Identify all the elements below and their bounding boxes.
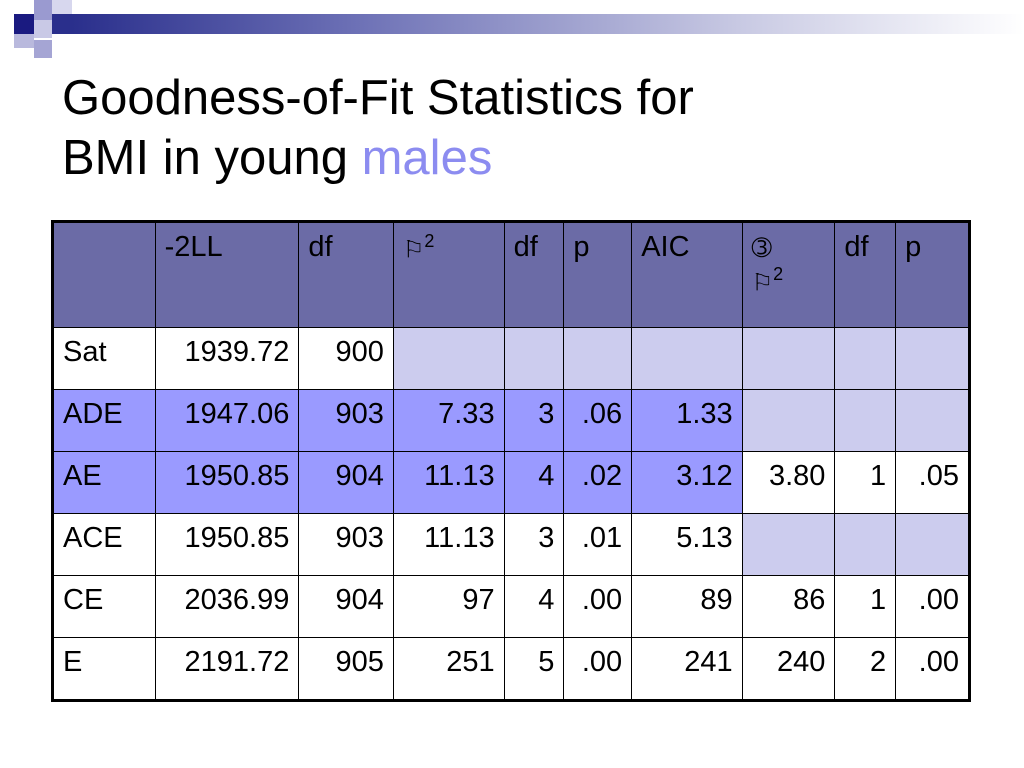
table-header-row: -2LL df ⚐2 df p AIC ➂ ⚐2 df p: [52, 221, 970, 328]
cell-delta-chi-square: [741, 512, 836, 576]
title-line-2: BMI in young males: [62, 128, 962, 188]
cell-delta-p: [895, 512, 970, 576]
decor-gradient-bar: [72, 14, 1024, 34]
chi-symbol: ⚐: [402, 235, 425, 264]
decor-square-2: [34, 0, 54, 20]
delta-symbol: ➂: [751, 234, 772, 262]
cell-aic: 3.12: [631, 450, 743, 514]
header-delta-p: p: [895, 221, 970, 328]
cell-df-2: [503, 327, 565, 390]
decor-square-1: [14, 14, 34, 34]
cell-chi-square: 251: [392, 636, 505, 702]
cell-aic: 5.13: [631, 512, 743, 576]
cell-neg2ll: 1950.85: [154, 450, 300, 514]
cell-chi-square: 11.13: [392, 450, 505, 514]
cell-delta-p: [895, 388, 970, 452]
table-row: AE 1950.85 904 11.13 4 .02 3.12 3.80 1 .…: [52, 450, 970, 514]
cell-df-2: 5: [503, 636, 565, 702]
cell-neg2ll: 1947.06: [154, 388, 300, 452]
cell-df: 904: [298, 450, 394, 514]
cell-delta-p: .00: [895, 574, 970, 638]
cell-p: .06: [563, 388, 633, 452]
cell-neg2ll: 2036.99: [154, 574, 300, 638]
cell-delta-chi-square: 240: [741, 636, 836, 702]
cell-delta-df: [834, 327, 897, 390]
table-row: ACE 1950.85 903 11.13 3 .01 5.13: [52, 512, 970, 576]
delta-chi-symbol: ⚐: [751, 268, 774, 297]
cell-delta-chi-square: [741, 327, 836, 390]
header-delta-df: df: [834, 221, 897, 328]
cell-aic: [631, 327, 743, 390]
cell-neg2ll: 1950.85: [154, 512, 300, 576]
cell-model: CE: [52, 574, 156, 638]
header-neg2ll: -2LL: [154, 221, 300, 328]
cell-df: 903: [298, 388, 394, 452]
cell-df-2: 4: [503, 450, 565, 514]
cell-df: 903: [298, 512, 394, 576]
cell-model: ACE: [52, 512, 156, 576]
cell-delta-chi-square: 86: [741, 574, 836, 638]
cell-delta-df: [834, 388, 897, 452]
cell-df-2: 4: [503, 574, 565, 638]
cell-chi-square: [392, 327, 505, 390]
table-row: CE 2036.99 904 97 4 .00 89 86 1 .00: [52, 574, 970, 638]
cell-chi-square: 97: [392, 574, 505, 638]
cell-p: .01: [563, 512, 633, 576]
cell-df: 904: [298, 574, 394, 638]
cell-df: 905: [298, 636, 394, 702]
cell-df: 900: [298, 327, 394, 390]
cell-model: AE: [52, 450, 156, 514]
title-line-1: Goodness-of-Fit Statistics for: [62, 71, 694, 125]
decor-square-5: [52, 14, 72, 34]
header-df-2: df: [503, 221, 565, 328]
header-model: [52, 221, 156, 328]
cell-delta-p: .05: [895, 450, 970, 514]
cell-neg2ll: 1939.72: [154, 327, 300, 390]
title-accent-word: males: [361, 131, 493, 185]
cell-p: [563, 327, 633, 390]
cell-delta-p: [895, 327, 970, 390]
cell-p: .00: [563, 574, 633, 638]
table-row: E 2191.72 905 251 5 .00 241 240 2 .00: [52, 636, 970, 702]
decor-square-7: [34, 40, 52, 58]
cell-aic: 89: [631, 574, 743, 638]
delta-chi-exponent: 2: [773, 264, 784, 284]
slide-title: Goodness-of-Fit Statistics for BMI in yo…: [62, 68, 962, 188]
title-line-2-prefix: BMI in young: [62, 131, 362, 185]
cell-model: E: [52, 636, 156, 702]
decor-square-3: [52, 0, 72, 14]
cell-delta-chi-square: 3.80: [741, 450, 836, 514]
header-aic: AIC: [631, 221, 743, 328]
cell-aic: 1.33: [631, 388, 743, 452]
header-delta-chi-square: ➂ ⚐2: [741, 221, 836, 328]
cell-neg2ll: 2191.72: [154, 636, 300, 702]
cell-delta-df: 2: [834, 636, 897, 702]
cell-aic: 241: [631, 636, 743, 702]
cell-delta-chi-square: [741, 388, 836, 452]
fit-statistics-table: -2LL df ⚐2 df p AIC ➂ ⚐2 df p Sat 1939.72…: [51, 220, 971, 702]
header-chi-square: ⚐2: [392, 221, 505, 328]
cell-df-2: 3: [503, 512, 565, 576]
cell-model: ADE: [52, 388, 156, 452]
cell-df-2: 3: [503, 388, 565, 452]
chi-exponent: 2: [424, 231, 435, 251]
cell-chi-square: 11.13: [392, 512, 505, 576]
cell-delta-p: .00: [895, 636, 970, 702]
cell-delta-df: 1: [834, 450, 897, 514]
cell-model: Sat: [52, 327, 156, 390]
cell-chi-square: 7.33: [392, 388, 505, 452]
decor-square-4: [34, 20, 52, 38]
cell-delta-df: [834, 512, 897, 576]
decor-square-6: [14, 34, 34, 48]
cell-p: .02: [563, 450, 633, 514]
cell-p: .00: [563, 636, 633, 702]
header-df: df: [298, 221, 394, 328]
table-row: Sat 1939.72 900: [52, 327, 970, 390]
cell-delta-df: 1: [834, 574, 897, 638]
header-p: p: [563, 221, 633, 328]
table-row: ADE 1947.06 903 7.33 3 .06 1.33: [52, 388, 970, 452]
